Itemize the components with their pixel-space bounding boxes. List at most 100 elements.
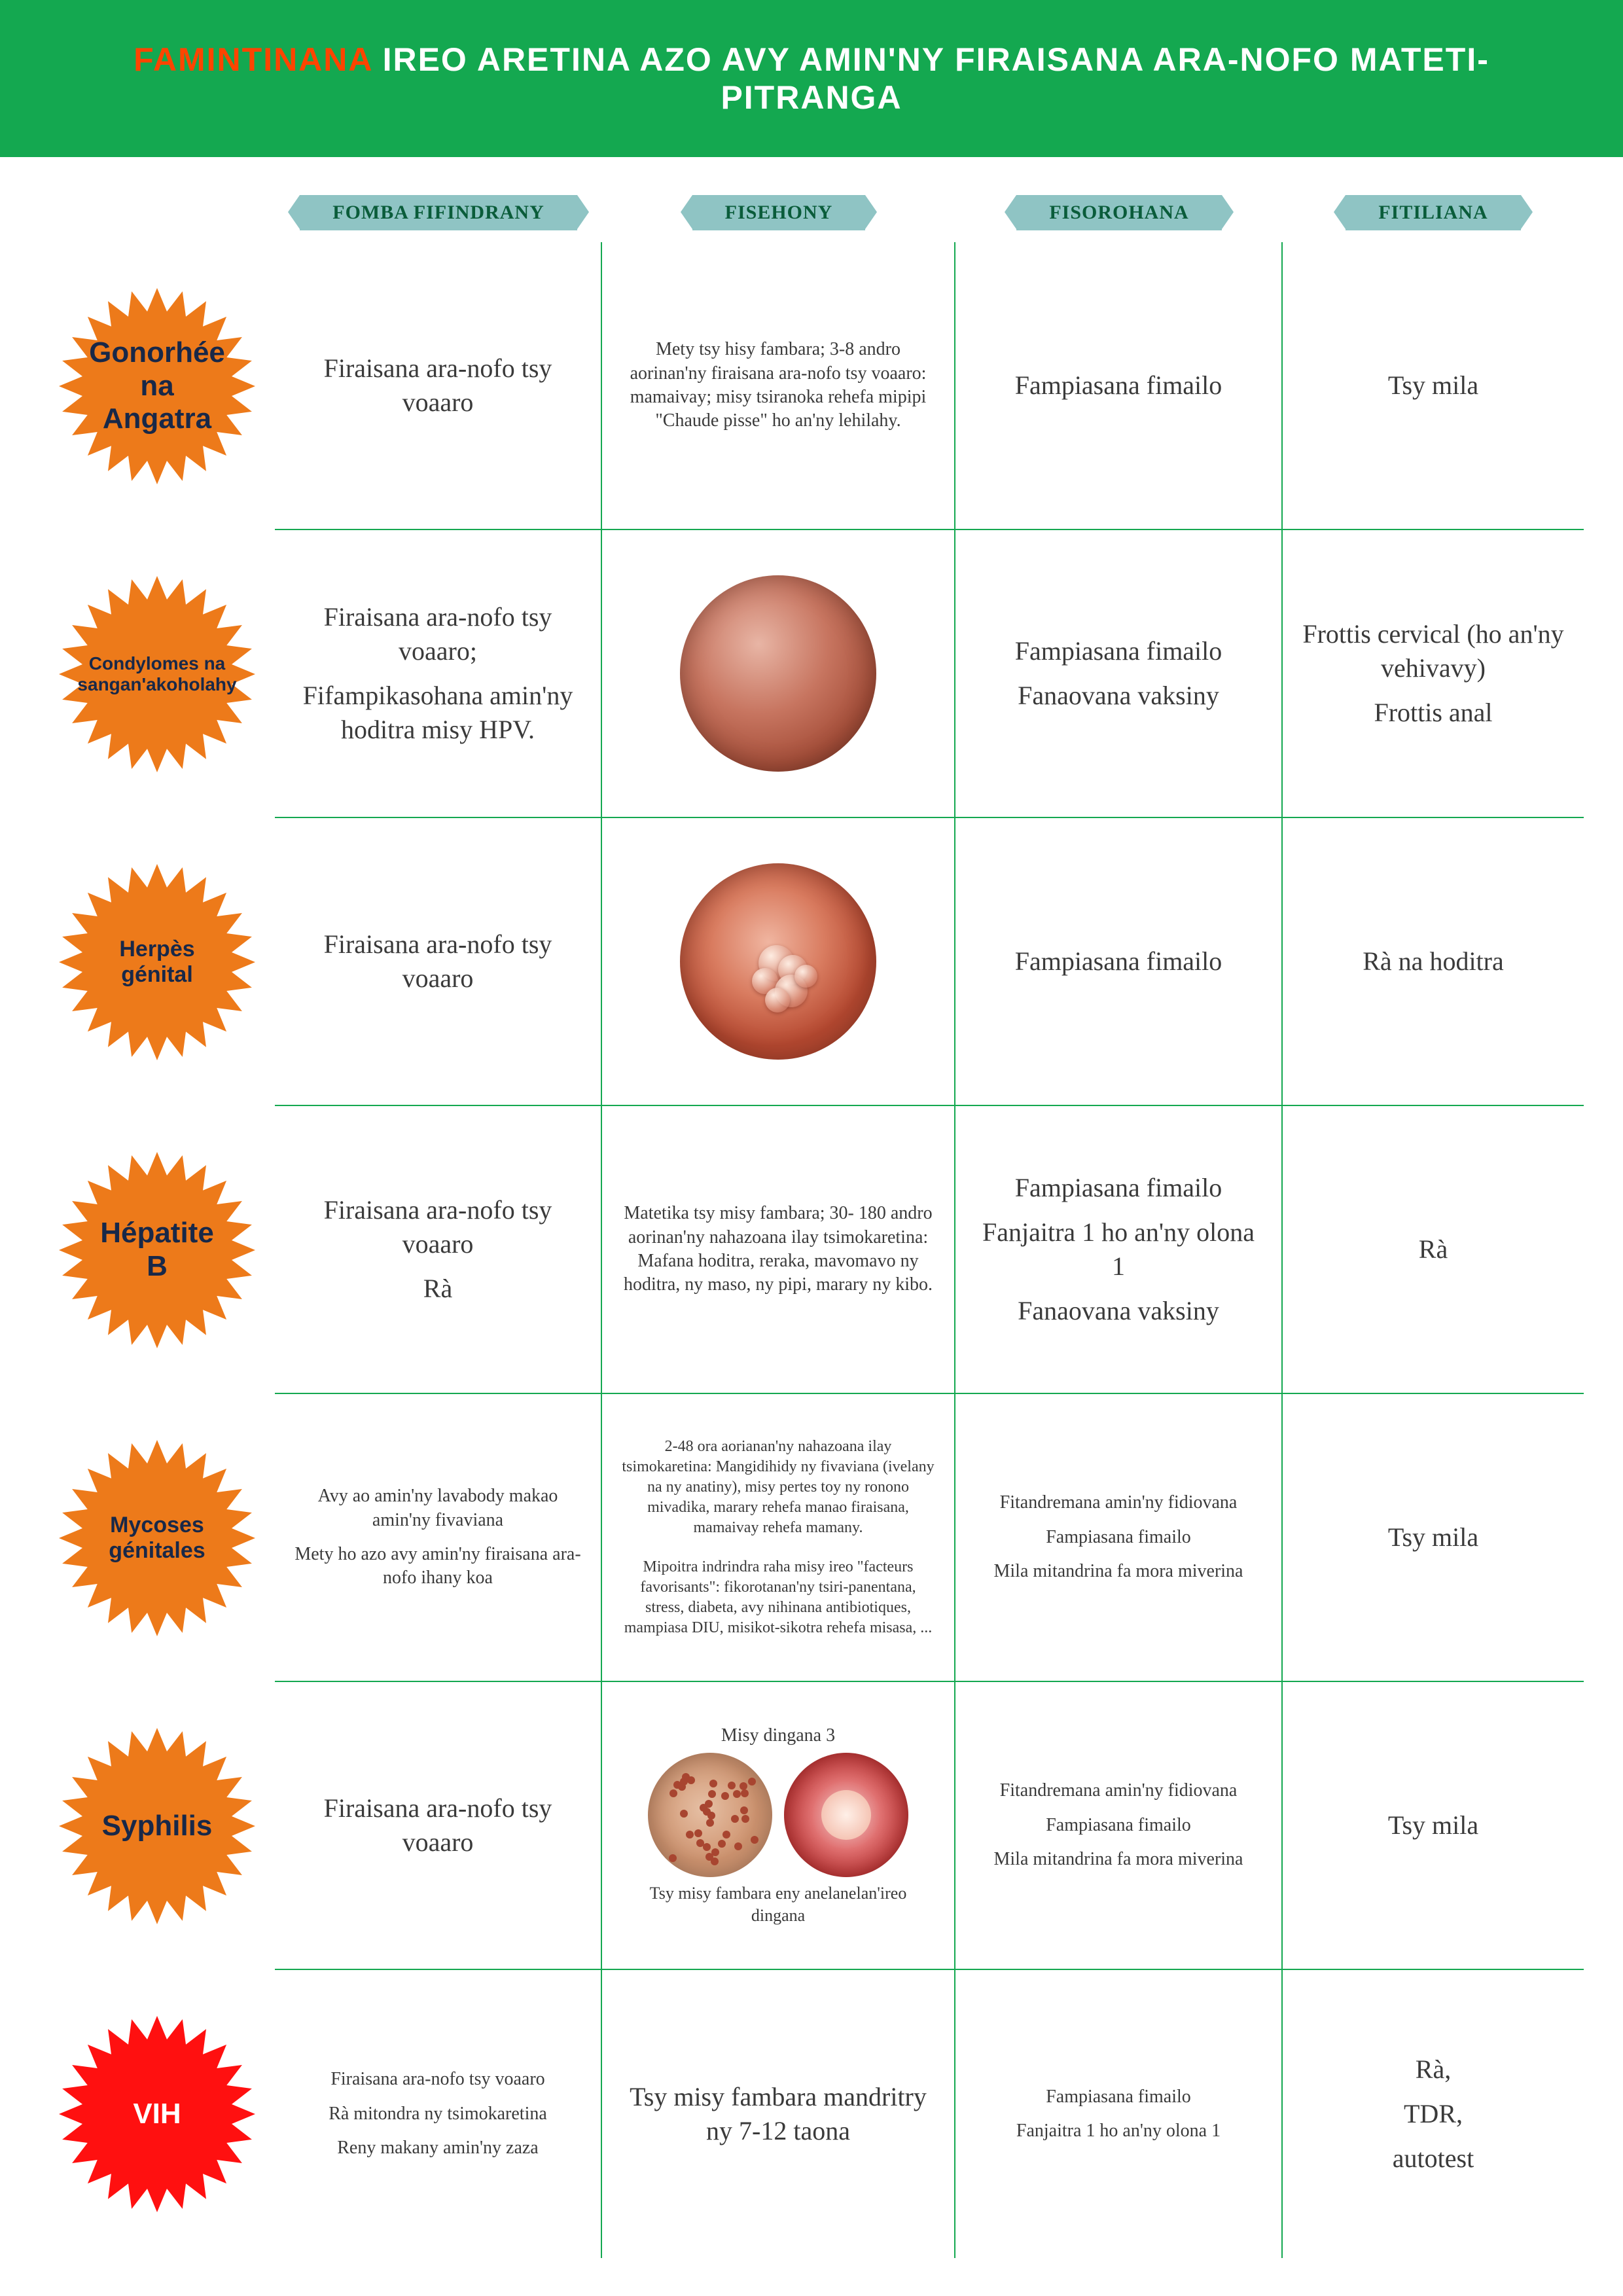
fisorohana-text: Fampiasana fimailo [1046,1814,1191,1837]
col-header-fisorohana: FISOROHANA [1016,195,1221,230]
disease-name: Syphilis [59,1728,255,1924]
fomba-cell: Firaisana ara-nofo tsy voaaro Rà mitondra… [275,1970,602,2258]
disease-name: Condylomes na sangan'akoholahy [59,576,255,772]
table-row: Condylomes na sangan'akoholahy Firaisana… [39,530,1584,818]
fisorohana-text: Fampiasana fimailo [1046,2085,1191,2109]
starburst-badge: Condylomes na sangan'akoholahy [59,576,255,772]
disease-cell: Gonorhée na Angatra [39,242,275,530]
fisehony-caption: Tsy misy fambara eny anelanelan'ireo din… [622,1882,935,1927]
fisorohana-text: Fampiasana fimailo [1015,1171,1222,1205]
fomba-cell: Firaisana ara-nofo tsy voaaro Rà [275,1106,602,1394]
condylomes-photo [680,575,876,772]
fitiliana-text: Tsy mila [1388,1808,1478,1842]
fomba-text: Rà mitondra ny tsimokaretina [329,2102,547,2126]
starburst-badge: Syphilis [59,1728,255,1924]
disease-name: Mycoses génitales [59,1440,255,1636]
fisorohana-text: Fitandremana amin'ny fidiovana [1000,1491,1238,1515]
starburst-badge: Mycoses génitales [59,1440,255,1636]
fitiliana-text: autotest [1393,2142,1474,2176]
fisehony-text: Matetika tsy misy fambara; 30- 180 andro… [622,1202,935,1297]
fisehony-cell [602,818,955,1106]
fitiliana-cell: Tsy mila [1283,242,1584,530]
fomba-text: Rà [423,1272,452,1306]
column-headers: FOMBA FIFINDRANY FISEHONY FISOROHANA FIT… [39,183,1584,242]
fisorohana-text: Fanjaitra 1 ho an'ny olona 1 [1016,2119,1221,2143]
fomba-text: Firaisana ara-nofo tsy voaaro [294,927,581,996]
fisehony-cell: 2-48 ora aorianan'ny nahazoana ilay tsim… [602,1394,955,1682]
fitiliana-text: Frottis anal [1374,696,1492,730]
starburst-badge: VIH [59,2016,255,2212]
table-row: Mycoses génitales Avy ao amin'ny lavabod… [39,1394,1584,1682]
table-row: Hépatite B Firaisana ara-nofo tsy voaaro… [39,1106,1584,1394]
fisorohana-text: Fitandremana amin'ny fidiovana [1000,1779,1238,1803]
fomba-text: Mety ho azo avy amin'ny firaisana ara-no… [294,1543,581,1590]
fisorohana-text: Mila mitandrina fa mora miverina [994,1560,1243,1583]
fomba-cell: Firaisana ara-nofo tsy voaaro [275,242,602,530]
fisorohana-text: Fampiasana fimailo [1015,944,1222,978]
fisorohana-cell: Fampiasana fimailo Fanaovana vaksiny [955,530,1283,818]
disease-cell: Syphilis [39,1682,275,1970]
fisehony-text: Mipoitra indrindra raha misy ireo "facte… [622,1557,935,1639]
fisehony-cell: Misy dingana 3 Tsy misy fambara eny anel… [602,1682,955,1970]
fisehony-cell [602,530,955,818]
fisehony-cell: Tsy misy fambara mandritry ny 7-12 taona [602,1970,955,2258]
fisehony-cell: Matetika tsy misy fambara; 30- 180 andro… [602,1106,955,1394]
disease-cell: Herpès génital [39,818,275,1106]
fomba-cell: Firaisana ara-nofo tsy voaaro [275,818,602,1106]
disease-name: Herpès génital [59,864,255,1060]
fitiliana-text: Rà [1419,1232,1448,1266]
fomba-text: Firaisana ara-nofo tsy voaaro [294,1791,581,1859]
fisorohana-text: Mila mitandrina fa mora miverina [994,1848,1243,1871]
fisorohana-text: Fampiasana fimailo [1046,1526,1191,1549]
fisehony-cell: Mety tsy hisy fambara; 3-8 andro aorinan… [602,242,955,530]
fisorohana-cell: Fitandremana amin'ny fidiovana Fampiasana… [955,1682,1283,1970]
title-rest: IREO ARETINA AZO AVY AMIN'NY FIRAISANA A… [372,41,1489,116]
table-row: VIH Firaisana ara-nofo tsy voaaro Rà mito… [39,1970,1584,2258]
fisorohana-text: Fanaovana vaksiny [1018,679,1219,713]
disease-name: Hépatite B [59,1152,255,1348]
fisehony-text: Mety tsy hisy fambara; 3-8 andro aorinan… [622,338,935,433]
fomba-text: Avy ao amin'ny lavabody makao amin'ny fi… [294,1484,581,1532]
starburst-badge: Herpès génital [59,864,255,1060]
fomba-text: Reny makany amin'ny zaza [337,2136,538,2160]
col-header-fitiliana: FITILIANA [1346,195,1520,230]
fisorohana-text: Fanaovana vaksiny [1018,1294,1219,1328]
disease-cell: VIH [39,1970,275,2258]
fitiliana-cell: Rà, TDR, autotest [1283,1970,1584,2258]
fomba-text: Fifampikasohana amin'ny hoditra misy HPV… [294,679,581,747]
starburst-badge: Gonorhée na Angatra [59,288,255,484]
col-header-fisehony: FISEHONY [692,195,866,230]
table-row: Gonorhée na Angatra Firaisana ara-nofo t… [39,242,1584,530]
fitiliana-text: TDR, [1404,2097,1463,2131]
disease-name: Gonorhée na Angatra [59,288,255,484]
fisehony-caption: Misy dingana 3 [721,1724,835,1748]
table-row: Syphilis Firaisana ara-nofo tsy voaaro M… [39,1682,1584,1970]
disease-name: VIH [59,2016,255,2212]
page-title: FAMINTINANA IREO ARETINA AZO AVY AMIN'NY… [65,41,1558,117]
title-highlight: FAMINTINANA [134,41,372,78]
fomba-text: Firaisana ara-nofo tsy voaaro [330,2068,544,2091]
fitiliana-cell: Tsy mila [1283,1394,1584,1682]
fitiliana-text: Tsy mila [1388,1520,1478,1554]
fitiliana-text: Frottis cervical (ho an'ny vehivavy) [1302,617,1564,685]
fitiliana-cell: Frottis cervical (ho an'ny vehivavy) Frot… [1283,530,1584,818]
fisorohana-text: Fanjaitra 1 ho an'ny olona 1 [975,1215,1262,1283]
disease-cell: Mycoses génitales [39,1394,275,1682]
fomba-text: Firaisana ara-nofo tsy voaaro; [294,600,581,668]
disease-cell: Condylomes na sangan'akoholahy [39,530,275,818]
fisorohana-cell: Fampiasana fimailo Fanjaitra 1 ho an'ny o… [955,1106,1283,1394]
header-banner: FAMINTINANA IREO ARETINA AZO AVY AMIN'NY… [0,0,1623,157]
fisorohana-text: Fampiasana fimailo [1015,368,1222,403]
fisorohana-cell: Fampiasana fimailo [955,818,1283,1106]
disease-cell: Hépatite B [39,1106,275,1394]
fitiliana-cell: Rà [1283,1106,1584,1394]
table-row: Herpès génital Firaisana ara-nofo tsy vo… [39,818,1584,1106]
fitiliana-cell: Tsy mila [1283,1682,1584,1970]
fomba-text: Firaisana ara-nofo tsy voaaro [294,1193,581,1261]
fitiliana-cell: Rà na hoditra [1283,818,1584,1106]
col-header-fomba: FOMBA FIFINDRANY [300,195,577,230]
fisorohana-cell: Fampiasana fimailo [955,242,1283,530]
fisehony-text: Tsy misy fambara mandritry ny 7-12 taona [622,2080,935,2148]
fitiliana-text: Rà, [1416,2053,1451,2087]
fisorohana-text: Fampiasana fimailo [1015,634,1222,668]
